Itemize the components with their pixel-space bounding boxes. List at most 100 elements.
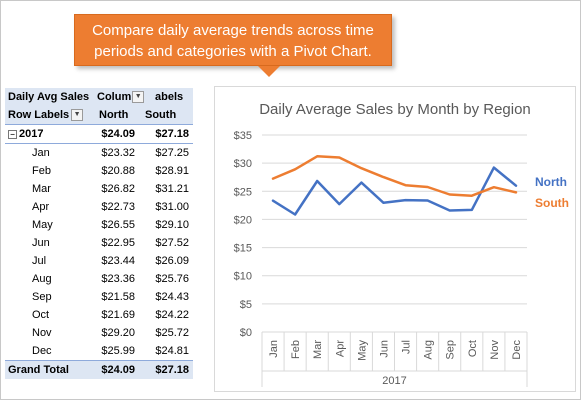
pivot-row[interactable]: Nov $29.20 $25.72: [5, 324, 193, 342]
series-line-south[interactable]: [271, 155, 518, 197]
pivot-row[interactable]: Jan $23.32 $27.25: [5, 144, 193, 162]
row-month-label: Jun: [32, 237, 50, 249]
row-south-value: $29.10: [155, 219, 189, 231]
row-month-label: Nov: [32, 327, 52, 339]
row-south-value: $25.72: [155, 327, 189, 339]
data-point-south[interactable]: [314, 153, 320, 159]
data-point-south[interactable]: [292, 166, 298, 172]
column-labels-field[interactable]: Colum ▼: [97, 88, 145, 106]
x-tick-label: Dec: [511, 340, 523, 360]
data-point-north[interactable]: [336, 201, 342, 207]
row-labels-field[interactable]: Row Labels ▼: [8, 106, 84, 124]
data-point-south[interactable]: [403, 182, 409, 188]
data-point-south[interactable]: [491, 184, 497, 190]
pivot-chart[interactable]: Daily Average Sales by Month by Region $…: [214, 86, 576, 392]
data-point-south[interactable]: [358, 165, 364, 171]
x-tick-label: Aug: [423, 340, 435, 360]
collapse-icon[interactable]: −: [8, 129, 17, 139]
row-north-value: $26.55: [101, 219, 135, 231]
row-month-label: Oct: [32, 309, 50, 321]
row-month-label: Apr: [32, 201, 50, 213]
column-labels-tail: abels: [155, 91, 184, 103]
row-north-value: $21.58: [101, 291, 135, 303]
pivot-subheader-row: Row Labels ▼ North South: [5, 106, 193, 125]
row-filter-dropdown-icon[interactable]: ▼: [71, 109, 84, 122]
column-filter-dropdown-icon[interactable]: ▼: [132, 91, 145, 104]
y-tick-label: $30: [234, 158, 252, 170]
pivot-row[interactable]: Sep $21.58 $24.43: [5, 288, 193, 306]
row-south-value: $24.43: [155, 291, 189, 303]
pivot-row[interactable]: Dec $25.99 $24.81: [5, 342, 193, 360]
x-tick-label: Apr: [334, 340, 346, 357]
pivot-row[interactable]: Feb $20.88 $28.91: [5, 162, 193, 180]
row-month-label: Jan: [32, 147, 50, 159]
data-point-north[interactable]: [380, 200, 386, 206]
data-point-north[interactable]: [270, 198, 276, 204]
column-header-north[interactable]: North: [99, 109, 129, 121]
row-month-label: Jul: [32, 255, 47, 267]
x-tick-label: Oct: [467, 340, 479, 357]
data-point-south[interactable]: [380, 174, 386, 180]
x-tick-label: Nov: [489, 340, 501, 360]
row-labels-text: Row Labels: [8, 109, 70, 121]
row-north-value: $29.20: [101, 327, 135, 339]
row-month-label: Sep: [32, 291, 52, 303]
row-north-value: $22.73: [101, 201, 135, 213]
pivot-header-row: Daily Avg Sales Colum ▼ abels: [5, 88, 193, 106]
x-tick-label: Jun: [378, 340, 390, 358]
data-point-north[interactable]: [314, 178, 320, 184]
data-point-north[interactable]: [469, 207, 475, 213]
data-point-south[interactable]: [513, 189, 519, 195]
data-point-south[interactable]: [425, 184, 431, 190]
pivot-row[interactable]: Jul $23.44 $26.09: [5, 252, 193, 270]
data-point-north[interactable]: [425, 198, 431, 204]
row-month-label: Dec: [32, 345, 52, 357]
chart-title: Daily Average Sales by Month by Region: [259, 101, 531, 118]
series-label-north: North: [535, 175, 567, 189]
grand-total-row[interactable]: Grand Total $24.09 $27.18: [5, 360, 193, 379]
grand-total-south: $27.18: [155, 364, 189, 376]
row-south-value: $24.81: [155, 345, 189, 357]
row-north-value: $26.82: [101, 183, 135, 195]
y-tick-label: $15: [234, 243, 252, 255]
data-point-north[interactable]: [358, 180, 364, 186]
grand-total-label: Grand Total: [8, 364, 69, 376]
row-north-value: $21.69: [101, 309, 135, 321]
row-north-value: $20.88: [101, 165, 135, 177]
data-point-south[interactable]: [447, 191, 453, 197]
row-north-value: $23.44: [101, 255, 135, 267]
x-tick-label: Jul: [401, 340, 413, 354]
x-tick-label: Sep: [445, 340, 457, 360]
pivot-row[interactable]: Oct $21.69 $24.22: [5, 306, 193, 324]
row-south-value: $26.09: [155, 255, 189, 267]
column-header-south[interactable]: South: [145, 109, 177, 121]
x-tick-label: May: [356, 340, 368, 361]
pivot-row[interactable]: Jun $22.95 $27.52: [5, 234, 193, 252]
y-tick-label: $25: [234, 186, 252, 198]
pivot-row[interactable]: Mar $26.82 $31.21: [5, 180, 193, 198]
y-tick-label: $20: [234, 214, 252, 226]
y-tick-label: $10: [234, 271, 252, 283]
pivot-values-label[interactable]: Daily Avg Sales: [8, 91, 90, 103]
data-point-south[interactable]: [336, 155, 342, 161]
data-point-south[interactable]: [270, 176, 276, 182]
row-north-value: $25.99: [101, 345, 135, 357]
y-tick-label: $0: [240, 327, 252, 339]
series-label-south: South: [535, 196, 569, 210]
chart-plot: $0 $5 $10 $15 $20 $25 $30 $35 Jan Feb Mar Apr May Jun…: [234, 130, 569, 387]
pivot-row[interactable]: Aug $23.36 $25.76: [5, 270, 193, 288]
callout-pointer: [258, 66, 280, 77]
row-north-value: $23.32: [101, 147, 135, 159]
year-group-row[interactable]: −2017 $24.09 $27.18: [5, 125, 193, 144]
data-point-north[interactable]: [513, 183, 519, 189]
data-point-south[interactable]: [469, 193, 475, 199]
pivot-row[interactable]: May $26.55 $29.10: [5, 216, 193, 234]
pivot-row[interactable]: Apr $22.73 $31.00: [5, 198, 193, 216]
x-group-label: 2017: [382, 375, 406, 387]
data-point-north[interactable]: [447, 208, 453, 214]
data-point-north[interactable]: [491, 165, 497, 171]
data-point-north[interactable]: [292, 211, 298, 217]
data-point-north[interactable]: [403, 197, 409, 203]
row-month-label: Aug: [32, 273, 52, 285]
series-line-north[interactable]: [271, 166, 518, 216]
